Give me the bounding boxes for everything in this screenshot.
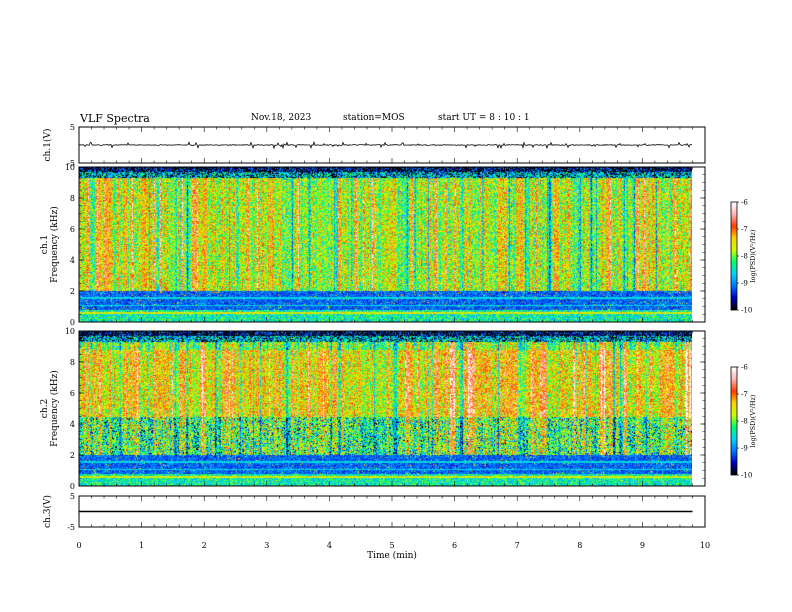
xtick-8: 8 bbox=[577, 541, 582, 550]
ch1-spectrogram-colorbar-tick-4: -10 bbox=[741, 307, 752, 315]
ch1-spectrogram-image bbox=[79, 167, 692, 322]
start-time-label: start UT = 8 : 10 : 1 bbox=[438, 113, 530, 123]
ch1-spectrogram-ytick-1: 2 bbox=[70, 287, 75, 296]
ch1-spectrogram-ytick-4: 8 bbox=[70, 194, 75, 203]
ch2-spectrogram-image bbox=[79, 331, 692, 486]
chart-title: VLF Spectra bbox=[80, 112, 150, 125]
ch2-spectrogram-colorbar-label: log(PSD)(V²/Hz) bbox=[749, 394, 757, 447]
ch1-spectrogram-colorbar bbox=[731, 202, 737, 310]
ch1-voltage-series-line bbox=[78, 140, 693, 150]
xtick-5: 5 bbox=[389, 541, 394, 550]
x-axis-label: Time (min) bbox=[367, 550, 417, 561]
ch2-spectrogram-colorbar-tick-3: -9 bbox=[741, 445, 748, 453]
ch1-voltage-ytick-0: 5 bbox=[70, 123, 75, 132]
ch2-spectrogram-ytick-3: 6 bbox=[70, 389, 75, 398]
ch1-spectrogram-ytick-5: 10 bbox=[65, 163, 75, 172]
ch2-spectrogram-ytick-5: 10 bbox=[65, 327, 75, 336]
ch2-spectrogram-ytick-4: 8 bbox=[70, 358, 75, 367]
xtick-3: 3 bbox=[264, 541, 269, 550]
ch1-spectrogram-colorbar-tick-2: -8 bbox=[741, 253, 748, 261]
ch2-spectrogram-colorbar-tick-4: -10 bbox=[741, 472, 752, 480]
xtick-2: 2 bbox=[202, 541, 207, 550]
ch1-voltage-ylabel: ch.1(V) bbox=[42, 129, 53, 162]
xtick-9: 9 bbox=[640, 541, 645, 550]
ch3-voltage-ylabel: ch.3(V) bbox=[42, 495, 53, 528]
ch2-spectrogram-ylabel-channel: ch.2 bbox=[40, 399, 50, 418]
xtick-4: 4 bbox=[327, 541, 332, 550]
ch2-spectrogram-colorbar-tick-1: -7 bbox=[741, 391, 748, 399]
ch1-spectrogram-colorbar-label: log(PSD)(V²/Hz) bbox=[749, 229, 757, 282]
ch2-spectrogram-colorbar-tick-2: -8 bbox=[741, 418, 748, 426]
xtick-1: 1 bbox=[139, 541, 144, 550]
ch1-spectrogram-colorbar-tick-0: -6 bbox=[741, 199, 748, 207]
ch1-spectrogram-colorbar-tick-1: -7 bbox=[741, 226, 748, 234]
ch2-spectrogram-ytick-1: 2 bbox=[70, 451, 75, 460]
ch3-voltage-ytick-1: -5 bbox=[67, 523, 75, 532]
xtick-6: 6 bbox=[452, 541, 457, 550]
ch1-voltage-ytick-1: -5 bbox=[67, 159, 75, 168]
ch1-spectrogram-ytick-3: 6 bbox=[70, 225, 75, 234]
ch1-spectrogram-ytick-0: 0 bbox=[70, 318, 75, 327]
xtick-10: 10 bbox=[700, 541, 710, 550]
ch2-spectrogram-colorbar bbox=[731, 367, 737, 475]
station-label: station=MOS bbox=[343, 113, 405, 123]
xtick-0: 0 bbox=[76, 541, 81, 550]
ch1-spectrogram-ylabel-channel: ch.1 bbox=[40, 235, 50, 254]
xtick-7: 7 bbox=[515, 541, 520, 550]
ch2-spectrogram-ytick-0: 0 bbox=[70, 482, 75, 491]
ch1-spectrogram-ylabel: Frequency (kHz) bbox=[49, 206, 60, 283]
date-label: Nov.18, 2023 bbox=[251, 113, 312, 123]
ch2-spectrogram-ytick-2: 4 bbox=[70, 420, 75, 429]
ch3-voltage-ytick-0: 5 bbox=[70, 492, 75, 501]
ch2-spectrogram-colorbar-tick-0: -6 bbox=[741, 364, 748, 372]
ch2-spectrogram-ylabel: Frequency (kHz) bbox=[49, 370, 60, 447]
ch1-spectrogram-ytick-2: 4 bbox=[70, 256, 75, 265]
ch1-spectrogram-colorbar-tick-3: -9 bbox=[741, 280, 748, 288]
